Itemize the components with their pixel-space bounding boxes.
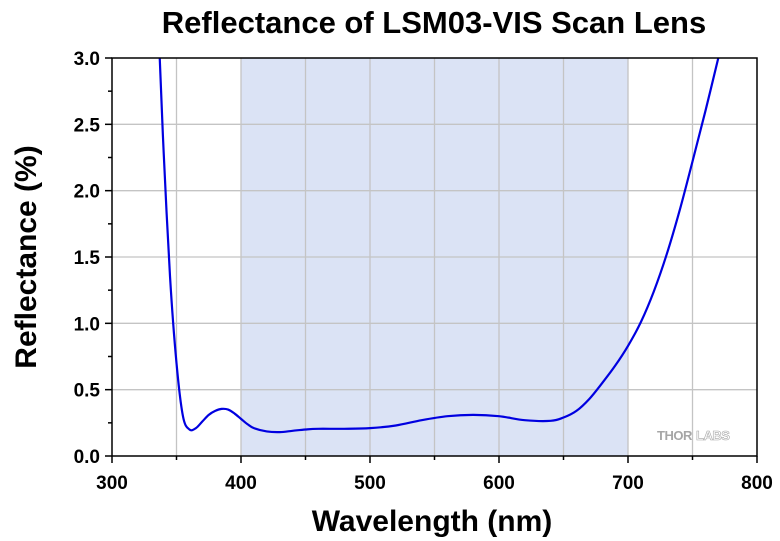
x-tick-label: 400	[225, 473, 257, 494]
x-tick-label: 700	[612, 473, 644, 494]
y-tick-label: 0.0	[74, 447, 100, 468]
x-tick-label: 300	[96, 473, 128, 494]
y-tick-label: 0.5	[74, 381, 101, 402]
y-tick-label: 1.0	[74, 314, 100, 335]
y-tick-label: 3.0	[74, 49, 100, 70]
x-tick-label: 800	[741, 473, 773, 494]
x-tick-label: 600	[483, 473, 515, 494]
y-axis-label: Reflectance (%)	[10, 145, 43, 368]
series-line-reflectance	[158, 58, 720, 434]
x-tick-label: 500	[354, 473, 386, 494]
y-tick-label: 2.5	[74, 115, 101, 136]
y-tick-labels: 0.0 0.5 1.0 1.5 2.0 2.5 3.0	[74, 49, 101, 468]
y-tick-label: 1.5	[74, 248, 101, 269]
x-tick-labels: 300 400 500 600 700 800	[96, 473, 773, 494]
logo-text-thor: THOR	[657, 428, 693, 443]
y-tick-label: 2.0	[74, 182, 100, 203]
grid-lines	[112, 58, 757, 456]
thorlabs-logo: THOR LABS	[657, 428, 731, 444]
chart-title: Reflectance of LSM03-VIS Scan Lens	[162, 5, 706, 40]
x-axis-label: Wavelength (nm)	[312, 505, 553, 538]
logo-text-labs: LABS	[696, 428, 730, 443]
series-layer	[158, 58, 720, 434]
axis-ticks	[105, 57, 758, 463]
